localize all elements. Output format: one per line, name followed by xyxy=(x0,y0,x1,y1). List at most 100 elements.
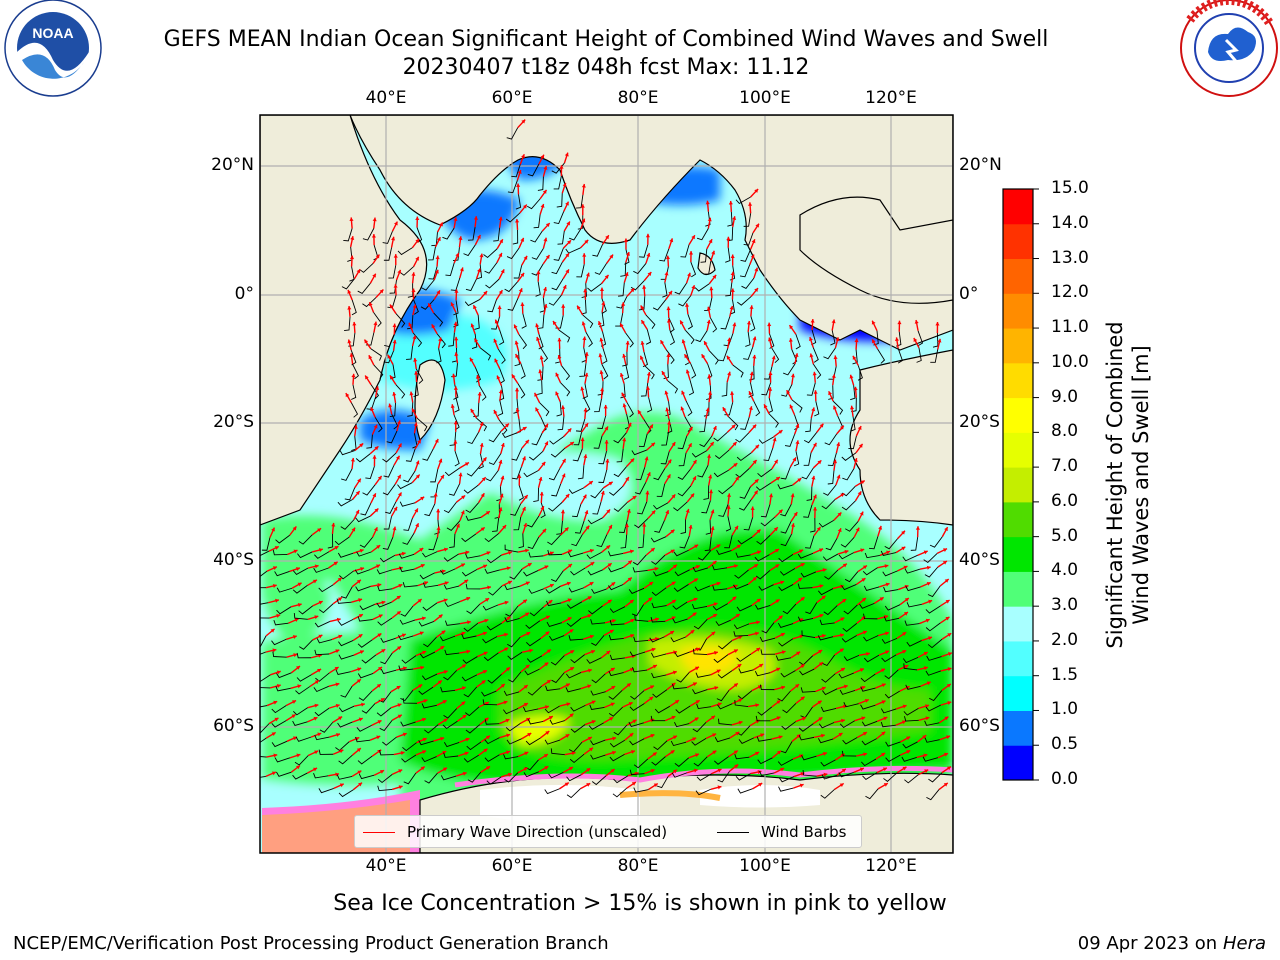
wave-arrow-head xyxy=(392,526,397,531)
wind-barb xyxy=(463,484,479,494)
wave-arrow-head xyxy=(609,629,614,634)
wind-barb xyxy=(440,775,457,781)
wave-arrow-head xyxy=(397,646,402,651)
wave-arrow-head xyxy=(627,577,632,582)
wind-barb xyxy=(781,721,797,730)
wind-barb xyxy=(293,613,308,620)
wave-arrow-head xyxy=(926,681,931,686)
wave-arrow-head xyxy=(923,651,928,656)
wind-barb xyxy=(339,450,355,456)
wave-arrow-head xyxy=(335,682,340,687)
wave-arrow-head xyxy=(473,305,477,310)
wave-arrow-head xyxy=(378,614,383,619)
wave-arrow-head xyxy=(622,403,627,408)
wave-arrow-head xyxy=(625,340,630,345)
wave-arrow-head xyxy=(440,474,444,479)
wave-arrow-head xyxy=(646,372,651,376)
wave-arrow-head xyxy=(525,664,530,669)
wave-arrow-head xyxy=(421,616,426,621)
wind-barb xyxy=(338,705,355,713)
wind-barb xyxy=(750,316,756,332)
wave-arrow-head xyxy=(535,323,540,328)
wind-barb xyxy=(334,536,350,546)
wind-barb xyxy=(402,582,418,588)
wave-arrow-head xyxy=(396,420,401,425)
wave-arrow-head xyxy=(586,768,591,772)
wave-arrow-head xyxy=(799,549,804,554)
wave-arrow-head xyxy=(590,562,595,566)
wind-barb xyxy=(511,164,521,178)
wind-barb xyxy=(755,604,771,610)
wave-arrow-head xyxy=(629,733,634,737)
wave-arrow-head xyxy=(543,237,548,242)
wave-arrow-head xyxy=(854,338,859,343)
wind-barb xyxy=(797,583,813,589)
wind-barb xyxy=(760,504,771,518)
wave-arrow-head xyxy=(314,750,319,755)
wave-arrow-head xyxy=(587,668,592,673)
wind-barb xyxy=(842,468,855,481)
wind-barb xyxy=(864,552,880,559)
wave-arrow-head xyxy=(338,634,343,639)
wind-barb xyxy=(672,601,688,610)
wind-barb xyxy=(800,687,816,693)
wind-barb xyxy=(927,638,943,649)
lon-tick-bottom: 60°E xyxy=(491,856,533,876)
wind-barb xyxy=(528,588,544,594)
wave-arrow-head xyxy=(608,481,613,486)
wave-arrow-head xyxy=(443,598,448,603)
wind-barb xyxy=(733,631,749,637)
wave-arrow-head xyxy=(339,749,344,754)
wave-arrow-head xyxy=(402,732,407,737)
wave-arrow-head xyxy=(859,668,864,672)
wave-arrow-head xyxy=(901,530,905,535)
wind-barb xyxy=(755,715,771,722)
wind-barb xyxy=(587,283,602,292)
wave-arrow-head xyxy=(545,705,549,710)
colorbar-tick-label: 10.0 xyxy=(1051,351,1089,372)
wave-arrow-head xyxy=(828,391,832,396)
wave-arrow-head xyxy=(484,717,489,722)
wind-barb xyxy=(782,703,797,714)
wave-arrow-head xyxy=(621,392,626,397)
wave-arrow-head xyxy=(855,527,860,532)
wind-barb xyxy=(466,465,481,477)
wave-arrow-head xyxy=(481,477,486,482)
wind-barb xyxy=(590,487,604,499)
wind-barb xyxy=(314,621,331,628)
wind-barb xyxy=(832,400,844,415)
wave-arrow-head xyxy=(767,322,772,327)
wave-arrow-head xyxy=(377,720,382,724)
wave-arrow-head xyxy=(680,406,685,411)
wave-arrow-head xyxy=(754,479,759,484)
wind-barb xyxy=(626,402,634,418)
wave-arrow-head xyxy=(947,667,952,672)
wave-arrow-head xyxy=(906,750,911,754)
wind-barb xyxy=(693,619,708,630)
wind-barb xyxy=(783,363,796,376)
wave-arrow-head xyxy=(413,422,418,427)
wind-barb xyxy=(861,738,877,746)
wave-arrow-head xyxy=(389,304,394,309)
wind-barb xyxy=(733,583,749,590)
wind-barb xyxy=(356,551,372,557)
wind-barb xyxy=(755,482,771,491)
wave-arrow-head xyxy=(627,422,632,427)
wind-barb xyxy=(504,544,519,553)
wave-arrow-head xyxy=(374,446,379,451)
wave-arrow-head xyxy=(655,617,659,622)
wind-barb xyxy=(551,570,564,582)
wave-arrow-head xyxy=(626,509,631,513)
wave-arrow-head xyxy=(763,404,768,409)
wave-arrow-head xyxy=(768,387,773,391)
wave-arrow-head xyxy=(839,425,844,430)
wave-arrow-head xyxy=(730,288,735,293)
wave-arrow-head xyxy=(333,561,338,566)
wave-arrow-head xyxy=(461,701,466,706)
wave-arrow-head xyxy=(544,441,549,446)
wave-arrow-head xyxy=(690,630,695,634)
wave-arrow-head xyxy=(523,523,528,528)
wind-barb xyxy=(318,787,334,794)
wind-barb xyxy=(842,622,858,633)
wind-barb xyxy=(745,331,751,347)
